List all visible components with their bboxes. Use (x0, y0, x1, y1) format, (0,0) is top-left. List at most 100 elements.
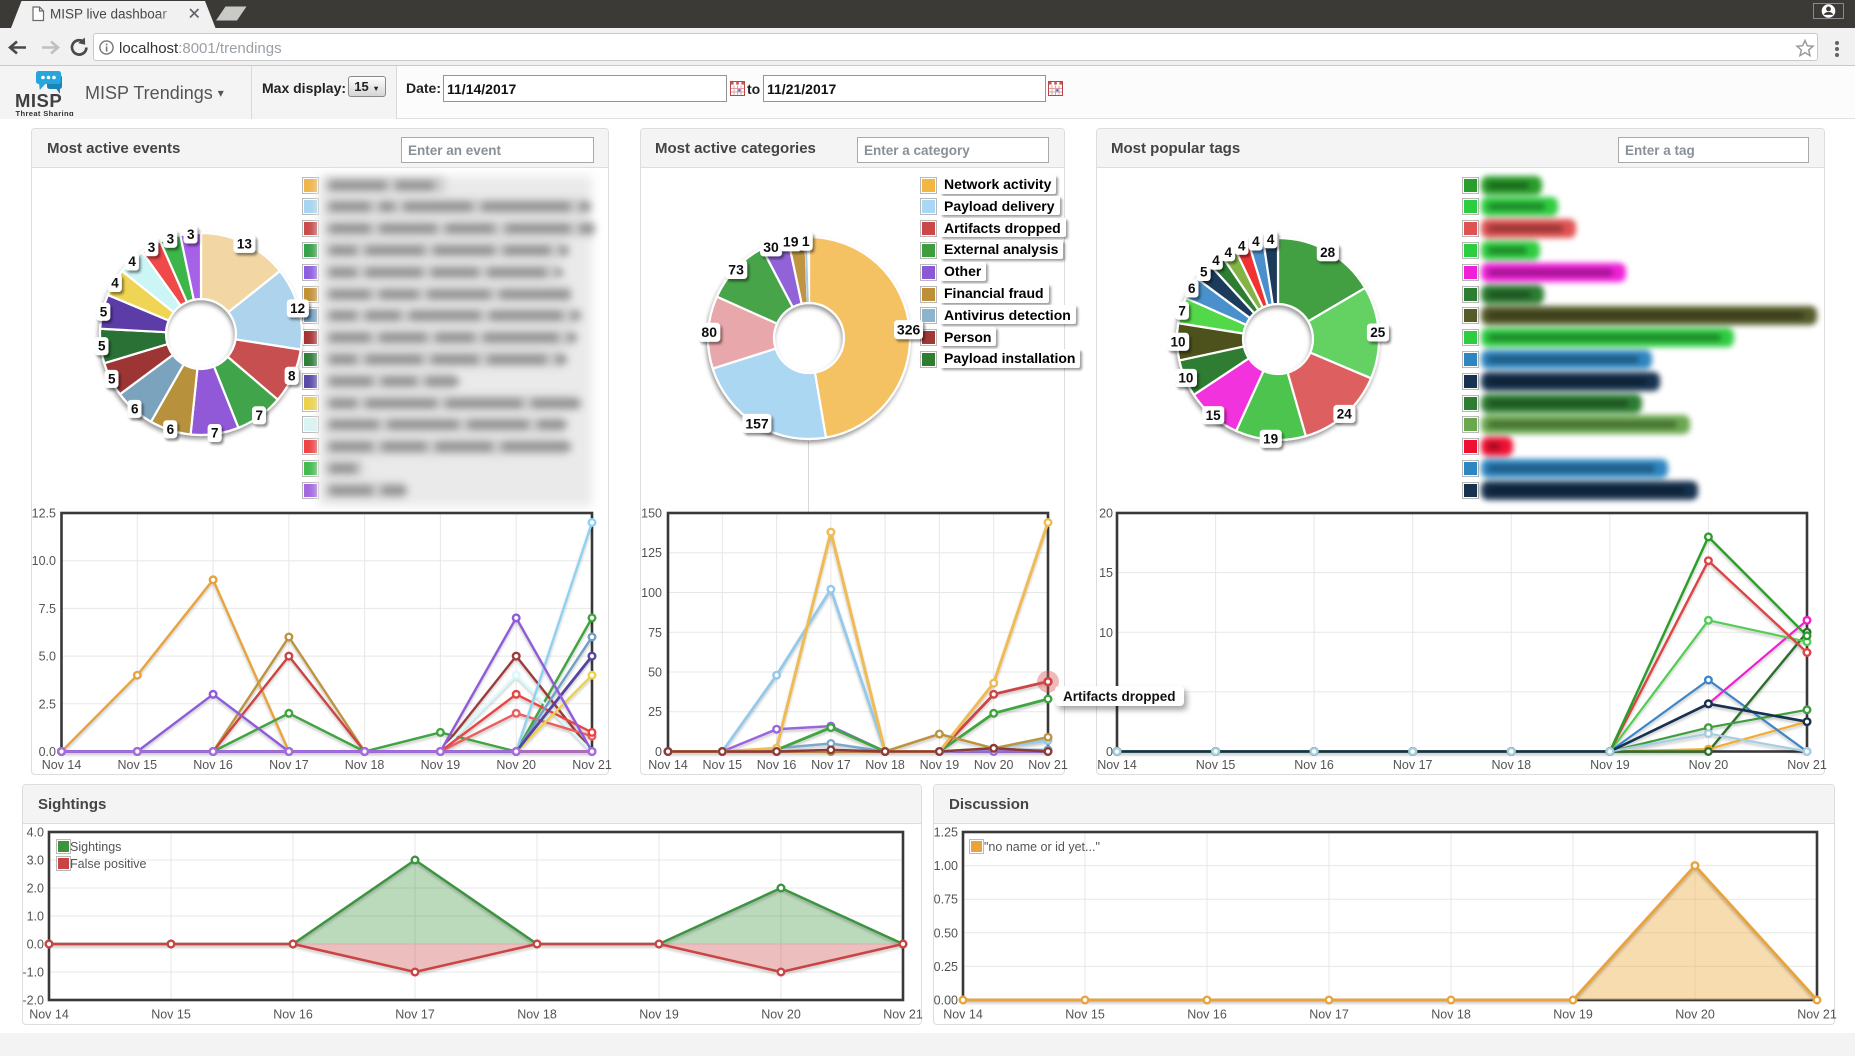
svg-text:Nov 14: Nov 14 (29, 1008, 69, 1022)
svg-text:Nov 21: Nov 21 (1797, 1008, 1837, 1022)
svg-text:Nov 19: Nov 19 (1553, 1008, 1593, 1022)
svg-text:0.00: 0.00 (934, 994, 958, 1008)
svg-text:7: 7 (255, 408, 263, 423)
svg-text:4: 4 (1252, 234, 1260, 249)
svg-text:Nov 17: Nov 17 (811, 758, 851, 772)
svg-text:Nov 15: Nov 15 (702, 758, 742, 772)
svg-text:MISP live dashboar: MISP live dashboar (50, 7, 167, 22)
svg-text:7: 7 (1178, 303, 1186, 318)
svg-text:5: 5 (98, 339, 106, 354)
svg-text:3: 3 (148, 240, 156, 255)
svg-text:5: 5 (1200, 265, 1208, 280)
svg-text:Nov 20: Nov 20 (974, 758, 1014, 772)
svg-text:5: 5 (108, 372, 116, 387)
svg-text:4: 4 (1212, 253, 1220, 268)
svg-text:24: 24 (1337, 407, 1353, 422)
svg-text:150: 150 (641, 507, 662, 521)
svg-text:Nov 18: Nov 18 (1491, 758, 1531, 772)
svg-text:5.0: 5.0 (39, 650, 56, 664)
svg-text:1.0: 1.0 (27, 910, 44, 924)
svg-text:80: 80 (701, 324, 717, 340)
svg-text:Nov 18: Nov 18 (865, 758, 905, 772)
svg-text:19: 19 (1263, 431, 1278, 446)
svg-text:0.0: 0.0 (39, 745, 56, 759)
svg-text:Nov 14: Nov 14 (943, 1008, 983, 1022)
svg-text:Nov 21: Nov 21 (1028, 758, 1068, 772)
svg-text:MISP: MISP (15, 90, 62, 111)
svg-text:0: 0 (655, 745, 662, 759)
svg-text:Nov 15: Nov 15 (117, 758, 157, 772)
svg-text:Threat Sharing: Threat Sharing (16, 109, 75, 116)
svg-text:Nov 19: Nov 19 (421, 758, 461, 772)
svg-text:12: 12 (290, 301, 305, 316)
svg-text:Nov 20: Nov 20 (1689, 758, 1729, 772)
svg-text:Nov 15: Nov 15 (1196, 758, 1236, 772)
svg-text:Nov 18: Nov 18 (345, 758, 385, 772)
svg-text:6: 6 (131, 402, 139, 417)
svg-text:Nov 19: Nov 19 (920, 758, 960, 772)
svg-text:326: 326 (897, 322, 921, 338)
svg-text:-1.0: -1.0 (22, 966, 44, 980)
svg-text:Nov 20: Nov 20 (496, 758, 536, 772)
svg-text:75: 75 (648, 626, 662, 640)
svg-text:Nov 19: Nov 19 (1590, 758, 1630, 772)
svg-text:20: 20 (1099, 507, 1113, 521)
svg-text:50: 50 (648, 666, 662, 680)
svg-text:4: 4 (128, 254, 136, 269)
svg-text:0.0: 0.0 (27, 938, 44, 952)
svg-text:28: 28 (1320, 245, 1336, 260)
svg-text:0.50: 0.50 (934, 926, 958, 940)
svg-text:Nov 14: Nov 14 (648, 758, 688, 772)
svg-text:Nov 21: Nov 21 (883, 1008, 923, 1022)
svg-text:Nov 17: Nov 17 (395, 1008, 435, 1022)
svg-text:Nov 21: Nov 21 (572, 758, 612, 772)
svg-text:Nov 16: Nov 16 (1187, 1008, 1227, 1022)
svg-text:Nov 19: Nov 19 (639, 1008, 679, 1022)
svg-text:Nov 17: Nov 17 (269, 758, 309, 772)
svg-text:7: 7 (211, 426, 219, 441)
svg-text:3: 3 (167, 232, 175, 247)
svg-text:125: 125 (641, 546, 662, 560)
svg-text:Nov 14: Nov 14 (1097, 758, 1137, 772)
svg-text:7.5: 7.5 (39, 602, 56, 616)
svg-text:73: 73 (728, 261, 744, 277)
svg-text:6: 6 (1188, 281, 1196, 296)
svg-text:Nov 17: Nov 17 (1393, 758, 1433, 772)
svg-text:Nov 20: Nov 20 (761, 1008, 801, 1022)
svg-text:Nov 16: Nov 16 (273, 1008, 313, 1022)
svg-text:0: 0 (1106, 745, 1113, 759)
svg-text:157: 157 (745, 415, 769, 431)
svg-text:Nov 16: Nov 16 (757, 758, 797, 772)
svg-text:Nov 16: Nov 16 (1294, 758, 1334, 772)
svg-text:4: 4 (1267, 232, 1275, 247)
svg-text:Nov 15: Nov 15 (151, 1008, 191, 1022)
svg-text:Nov 16: Nov 16 (193, 758, 233, 772)
svg-text:Nov 14: Nov 14 (42, 758, 82, 772)
svg-text:15: 15 (1206, 408, 1222, 423)
svg-text:0.25: 0.25 (934, 960, 958, 974)
svg-text:3: 3 (187, 227, 195, 242)
svg-text:Nov 15: Nov 15 (1065, 1008, 1105, 1022)
svg-text:10: 10 (1099, 626, 1113, 640)
svg-text:30: 30 (763, 239, 779, 255)
svg-text:15: 15 (1099, 566, 1113, 580)
svg-text:4: 4 (1238, 239, 1246, 254)
svg-text:Nov 18: Nov 18 (517, 1008, 557, 1022)
svg-text:6: 6 (167, 422, 175, 437)
svg-text:4: 4 (1225, 245, 1233, 260)
svg-text:19: 19 (783, 234, 799, 250)
svg-text:4: 4 (111, 276, 119, 291)
svg-text:3.0: 3.0 (27, 854, 44, 868)
svg-text:12.5: 12.5 (32, 507, 56, 521)
svg-text:0.75: 0.75 (934, 893, 958, 907)
svg-text:8: 8 (288, 369, 296, 384)
svg-text:2.5: 2.5 (39, 697, 56, 711)
svg-text:1: 1 (802, 233, 810, 249)
svg-text:10: 10 (1178, 371, 1193, 386)
svg-text:1.00: 1.00 (934, 859, 958, 873)
svg-text:13: 13 (237, 237, 253, 252)
svg-text:1.25: 1.25 (934, 826, 958, 840)
svg-text:Nov 21: Nov 21 (1787, 758, 1827, 772)
svg-text:Nov 17: Nov 17 (1309, 1008, 1349, 1022)
svg-text:-2.0: -2.0 (22, 994, 44, 1008)
